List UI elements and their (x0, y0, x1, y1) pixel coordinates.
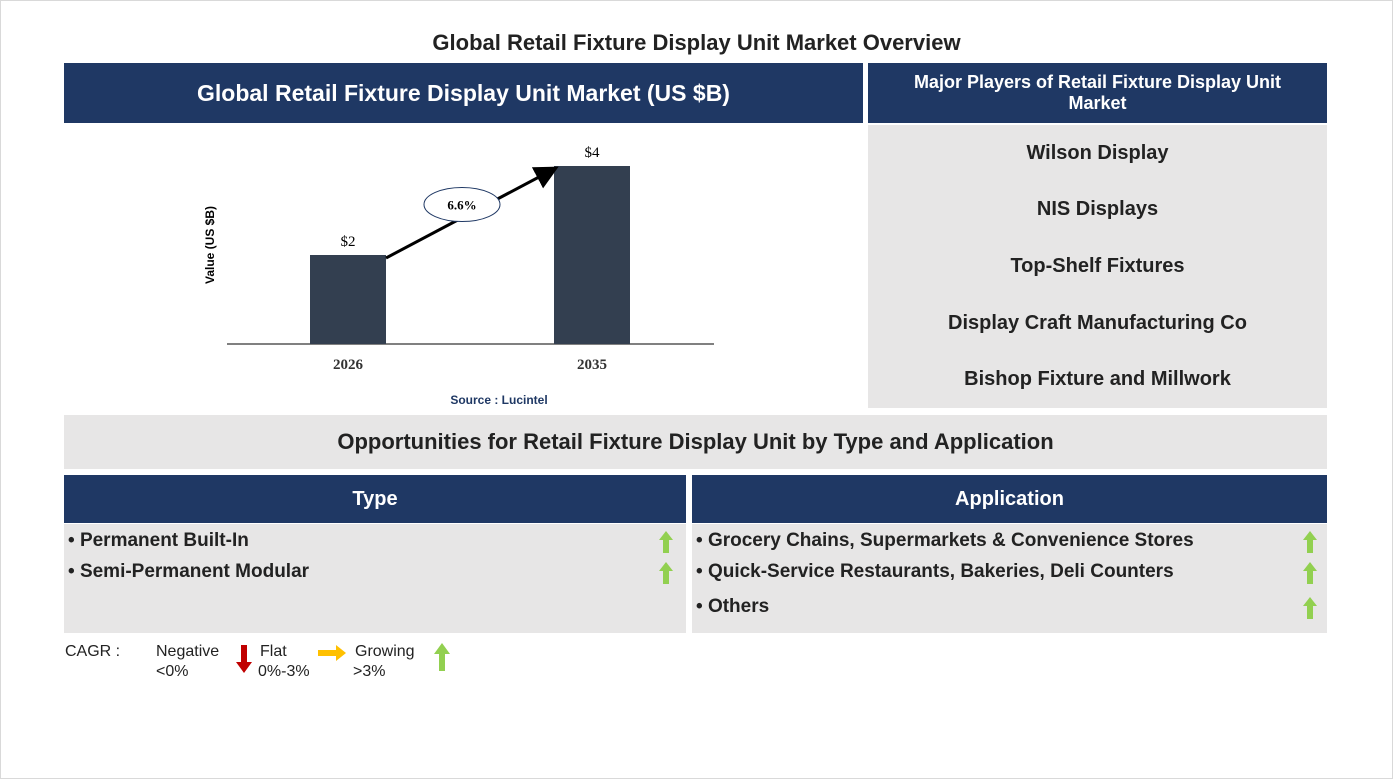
legend-name: Flat (260, 643, 287, 660)
arrow-shape (1303, 531, 1317, 553)
legend-name: Negative (156, 643, 220, 660)
trend-arrow (659, 531, 673, 553)
arrow-shape (659, 531, 673, 553)
player-name: Top-Shelf Fixtures (1010, 254, 1185, 277)
chart-title: Global Retail Fixture Display Unit Marke… (64, 63, 863, 123)
item-label: Quick-Service Restaurants, Bakeries, Del… (707, 561, 1174, 582)
page-title: Global Retail Fixture Display Unit Marke… (432, 30, 961, 55)
legend-name: Growing (355, 643, 415, 660)
right-arrow-icon (318, 645, 346, 661)
down-arrow-icon (236, 645, 252, 673)
player-name: NIS Displays (1036, 198, 1159, 221)
arrow-shape (1303, 597, 1317, 619)
application-title: Application (692, 475, 1327, 523)
chart: $2 2026 $4 2035 6.6% Value (US $B) Source : Lu… (203, 145, 714, 407)
type-panel: • Permanent Built-In • Semi-Permanent Mod… (64, 524, 686, 633)
player-name: Bishop Fixture and Millwork (964, 368, 1231, 391)
bar (554, 166, 630, 344)
player-name: Display Craft Manufacturing Co (948, 311, 1247, 334)
bar (310, 255, 386, 344)
trend-arrow (659, 562, 673, 584)
item-label: Semi-Permanent Modular (79, 561, 310, 582)
legend-range: >3% (353, 663, 386, 680)
players-panel: Wilson Display NIS Displays Top-Shelf Fixt… (868, 125, 1327, 408)
up-arrow-icon (434, 643, 450, 671)
bullet-item: • Semi-Permanent Modular (68, 561, 310, 582)
bullet-item: • Grocery Chains, Supermarkets & Conveni… (696, 530, 1194, 551)
application-panel: • Grocery Chains, Supermarkets & Conveni… (692, 524, 1327, 633)
player-name: Wilson Display (1026, 141, 1169, 164)
value-label: $2 (341, 234, 356, 250)
y-axis-label: Value (US $B) (203, 206, 217, 284)
trend-arrow (1303, 531, 1317, 553)
opportunities-title: Opportunities for Retail Fixture Display… (64, 415, 1327, 469)
players-title: Major Players of Retail Fixture Display … (868, 63, 1327, 123)
item-label: Grocery Chains, Supermarkets & Convenien… (707, 530, 1194, 551)
legend-label: CAGR : (65, 643, 121, 660)
arrow-shape (1303, 562, 1317, 584)
cagr-label: 6.6% (447, 198, 476, 213)
type-title: Type (64, 475, 686, 523)
bullet-item: • Others (696, 596, 770, 617)
x-tick-label: 2026 (333, 357, 364, 373)
item-label: Others (707, 596, 770, 617)
arrow-shape (659, 562, 673, 584)
trend-arrow (1303, 562, 1317, 584)
cagr-bubble (423, 187, 501, 222)
bullet-item: • Quick-Service Restaurants, Bakeries, D… (696, 561, 1174, 582)
source: Source : Lucintel (450, 393, 547, 407)
legend-range: <0% (156, 663, 189, 680)
item-label: Permanent Built-In (79, 530, 249, 551)
trend-arrow (1303, 597, 1317, 619)
bullet-item: • Permanent Built-In (68, 530, 249, 551)
value-label: $4 (585, 145, 601, 161)
legend-range: 0%-3% (258, 663, 310, 680)
x-tick-label: 2035 (577, 357, 607, 373)
